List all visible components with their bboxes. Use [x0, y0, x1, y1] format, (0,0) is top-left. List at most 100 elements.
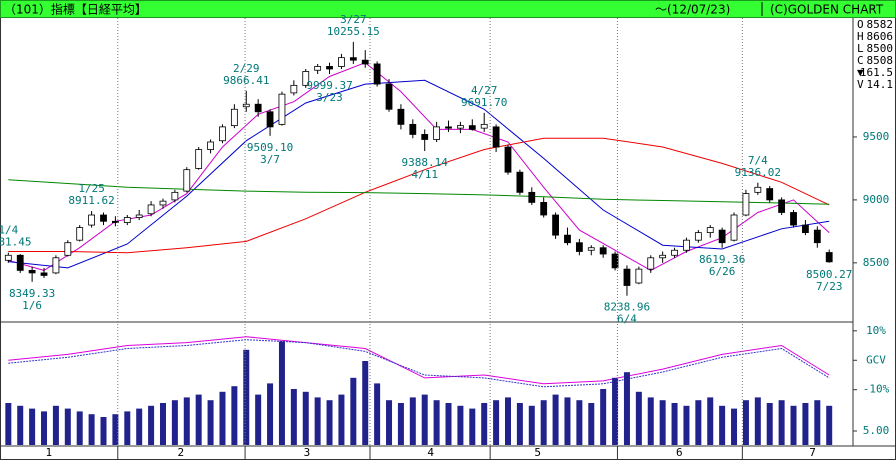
volume-bar — [52, 405, 59, 445]
volume-bar — [683, 405, 690, 445]
y-tick-label: -10% — [863, 383, 890, 396]
annotation-price: 8238.96 — [604, 301, 650, 314]
volume-bar — [362, 361, 369, 445]
annotation-date: 3/7 — [260, 153, 280, 166]
volume-bar — [778, 400, 785, 445]
info-key: C — [857, 54, 864, 67]
volume-bar — [731, 408, 738, 445]
annotation-date: 6/4 — [617, 313, 637, 326]
info-key: H — [857, 30, 864, 43]
volume-bar — [88, 414, 95, 445]
volume-bar — [469, 408, 476, 445]
annotation-price: 9691.70 — [461, 96, 507, 109]
annotation-price: 9388.14 — [402, 156, 449, 169]
volume-bar — [814, 400, 821, 445]
candle-body — [373, 63, 381, 85]
x-tick-label: 2 — [178, 446, 185, 459]
volume-bar — [647, 397, 654, 445]
candle-body — [338, 57, 345, 67]
volume-bar — [528, 405, 535, 445]
line-series — [8, 137, 830, 254]
volume-bar — [481, 403, 488, 445]
candle-body — [302, 71, 310, 86]
candle-body — [64, 242, 72, 256]
annotation-price: 9866.41 — [223, 74, 269, 87]
info-key: O — [857, 18, 864, 31]
candle-body — [813, 229, 821, 244]
candle-body — [706, 227, 714, 234]
candle-body — [183, 169, 191, 192]
candle-body — [266, 111, 274, 128]
candle-body — [28, 269, 36, 274]
volume-bar — [540, 400, 547, 445]
annotation-date: 4/11 — [411, 168, 438, 181]
candle-body — [135, 214, 143, 218]
candle-body — [171, 191, 179, 201]
candle-body — [516, 171, 524, 193]
line-series — [8, 339, 830, 388]
annotation-price: 8349.33 — [9, 287, 55, 300]
volume-bar — [635, 391, 642, 445]
volume-bar — [659, 400, 666, 445]
x-tick-label: 5 — [534, 446, 541, 459]
candle-body — [88, 214, 96, 226]
volume-bar — [588, 403, 595, 445]
volume-bar — [41, 411, 48, 445]
x-tick-label: 7 — [809, 446, 816, 459]
annotation-date: 1/4 — [0, 224, 19, 237]
info-value: 8582 — [867, 18, 894, 31]
candle-body — [111, 220, 119, 223]
annotation-date: 1/25 — [78, 182, 105, 195]
volume-bar — [766, 403, 773, 445]
candle-body — [671, 249, 678, 256]
candle-body — [409, 123, 417, 135]
volume-bar — [195, 394, 202, 445]
candle-body — [52, 257, 60, 274]
annotation-price: 9136.02 — [735, 166, 781, 179]
volume-bar — [374, 383, 381, 445]
annotation-price: 9509.10 — [247, 141, 293, 154]
info-key: L — [857, 42, 864, 55]
candle-body — [778, 199, 786, 213]
y-tick-label: GCV — [866, 353, 886, 366]
candle-body — [504, 146, 512, 173]
x-tick-label: 6 — [676, 446, 683, 459]
annotation-date: 7/4 — [748, 154, 768, 167]
volume-bar — [754, 397, 761, 445]
volume-bar — [612, 377, 619, 445]
volume-bar — [278, 341, 285, 445]
candle-body — [802, 224, 809, 234]
volume-bar — [302, 391, 309, 445]
candle-body — [457, 125, 464, 129]
candle-body — [4, 254, 12, 261]
volume-bar — [802, 403, 809, 445]
candle-body — [742, 193, 750, 216]
volume-bar — [386, 400, 393, 445]
volume-bar — [457, 405, 464, 445]
volume-bar — [314, 397, 321, 445]
volume-bar — [350, 377, 357, 445]
candle-body — [159, 200, 167, 206]
info-value: 8508 — [867, 54, 894, 67]
volume-bar — [742, 400, 749, 445]
candle-body — [694, 232, 702, 241]
candle-body — [397, 108, 405, 125]
volume-bar — [112, 414, 119, 445]
candle-body — [492, 126, 500, 148]
candle-body — [552, 214, 559, 236]
candle-body — [421, 134, 429, 140]
volume-bar — [695, 400, 702, 445]
candle-body — [575, 242, 583, 252]
annotation-price: 8619.36 — [699, 253, 745, 266]
info-value: 8500 — [867, 42, 894, 55]
candle-body — [385, 83, 393, 110]
volume-bar — [623, 372, 630, 445]
volume-bar — [433, 400, 440, 445]
candle-body — [361, 59, 369, 65]
candle-body — [76, 227, 84, 241]
x-tick-label: 1 — [45, 446, 52, 459]
y-tick-label: 5.00 — [863, 424, 890, 437]
volume-bar — [148, 405, 155, 445]
volume-bar — [421, 394, 428, 445]
